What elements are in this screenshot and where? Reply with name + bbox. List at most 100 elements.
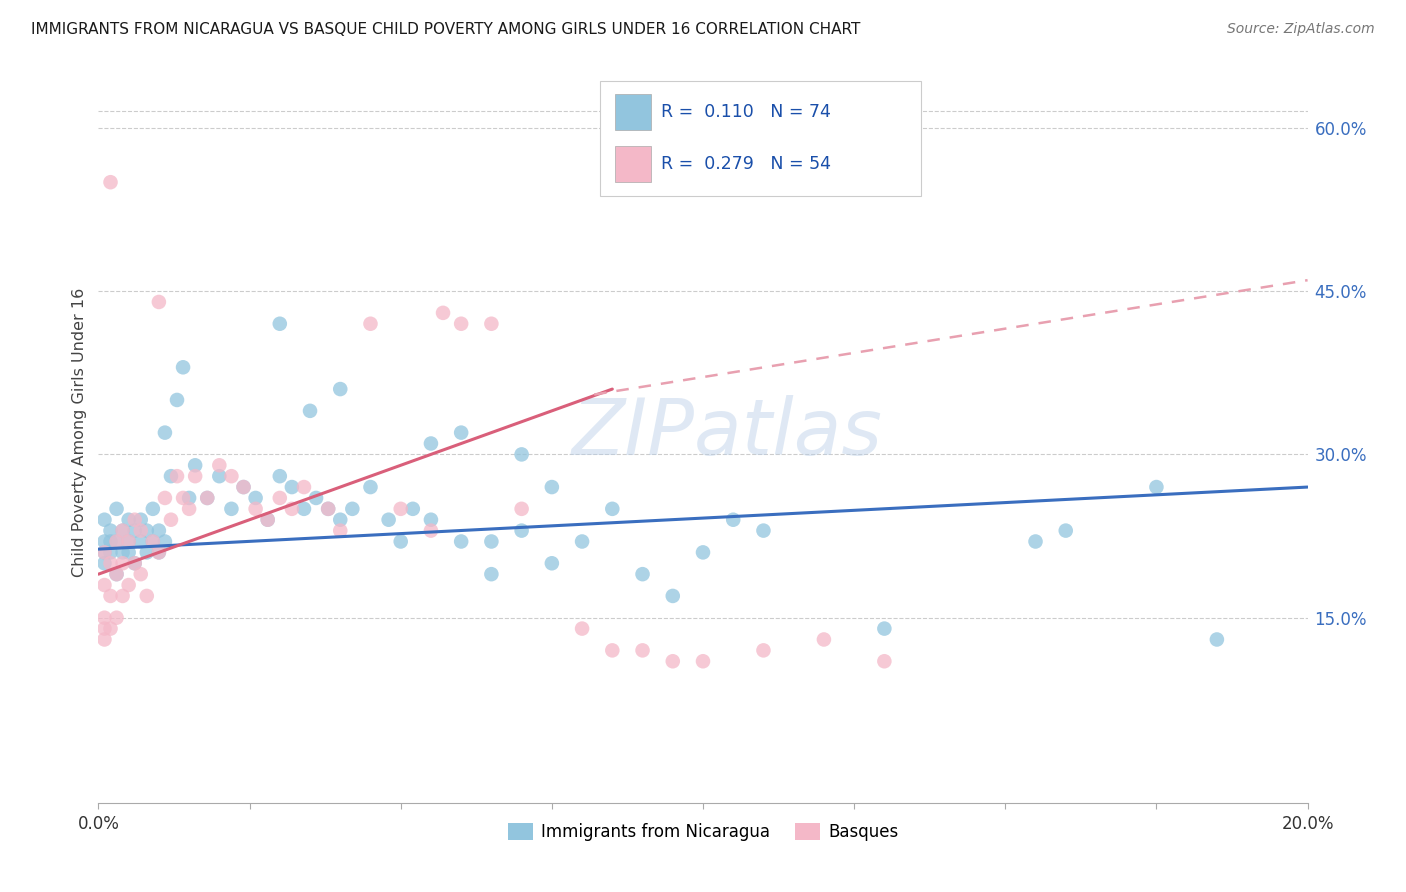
Point [510, 447, 533, 461]
Point [118, 534, 141, 549]
Point [100, 524, 122, 538]
Y-axis label: Child Poverty Among Girls Under 16: Child Poverty Among Girls Under 16 [72, 288, 87, 577]
Point [329, 513, 352, 527]
FancyBboxPatch shape [614, 146, 651, 182]
Point [105, 501, 128, 516]
Point [221, 469, 243, 483]
Point [1206, 632, 1229, 647]
Point [93, 578, 115, 592]
Text: IMMIGRANTS FROM NICARAGUA VS BASQUE CHILD POVERTY AMONG GIRLS UNDER 16 CORRELATI: IMMIGRANTS FROM NICARAGUA VS BASQUE CHIL… [31, 22, 860, 37]
Point [179, 501, 201, 516]
Point [148, 545, 170, 559]
Point [481, 534, 503, 549]
Point [305, 491, 328, 505]
Point [100, 534, 122, 549]
Point [1144, 480, 1167, 494]
Point [432, 306, 454, 320]
Point [723, 513, 745, 527]
FancyBboxPatch shape [600, 81, 921, 195]
Point [124, 513, 146, 527]
Point [118, 578, 141, 592]
Point [510, 501, 533, 516]
Point [93, 611, 115, 625]
Point [1054, 524, 1077, 538]
Point [111, 545, 134, 559]
Point [93, 556, 115, 570]
Point [329, 382, 352, 396]
Point [184, 469, 207, 483]
Point [420, 524, 443, 538]
Point [292, 480, 315, 494]
Point [631, 643, 654, 657]
Legend: Immigrants from Nicaragua, Basques: Immigrants from Nicaragua, Basques [501, 816, 905, 847]
Point [111, 589, 134, 603]
Point [540, 480, 562, 494]
Point [420, 513, 443, 527]
Point [571, 534, 593, 549]
Point [256, 513, 278, 527]
Point [148, 524, 170, 538]
Point [269, 469, 291, 483]
Point [316, 501, 339, 516]
Point [118, 513, 141, 527]
Point [1024, 534, 1046, 549]
Point [752, 524, 775, 538]
Point [692, 545, 714, 559]
Text: R =  0.279   N = 54: R = 0.279 N = 54 [661, 155, 831, 173]
Point [166, 469, 188, 483]
Point [316, 501, 339, 516]
Point [450, 425, 472, 440]
Point [571, 622, 593, 636]
Point [245, 501, 267, 516]
Point [661, 589, 683, 603]
Point [873, 654, 896, 668]
Point [450, 534, 472, 549]
Point [420, 436, 443, 450]
Point [111, 524, 134, 538]
FancyBboxPatch shape [614, 95, 651, 130]
Point [105, 534, 128, 549]
Point [692, 654, 714, 668]
Point [602, 501, 624, 516]
Point [118, 545, 141, 559]
Point [208, 458, 231, 473]
Point [124, 556, 146, 570]
Point [752, 643, 775, 657]
Point [402, 501, 425, 516]
Point [813, 632, 835, 647]
Point [481, 567, 503, 582]
Point [232, 480, 254, 494]
Point [100, 589, 122, 603]
Point [873, 622, 896, 636]
Point [100, 622, 122, 636]
Point [360, 480, 382, 494]
Point [256, 513, 278, 527]
Point [93, 534, 115, 549]
Point [135, 524, 157, 538]
Point [93, 622, 115, 636]
Point [281, 480, 304, 494]
Point [481, 317, 503, 331]
Point [208, 469, 231, 483]
Point [105, 534, 128, 549]
Point [129, 567, 152, 582]
Point [124, 524, 146, 538]
Point [100, 545, 122, 559]
Point [360, 317, 382, 331]
Point [142, 534, 165, 549]
Point [160, 513, 183, 527]
Point [329, 524, 352, 538]
Point [172, 491, 194, 505]
Point [100, 175, 122, 189]
Point [299, 404, 322, 418]
Point [661, 654, 683, 668]
Point [631, 567, 654, 582]
Point [281, 501, 304, 516]
Point [540, 556, 562, 570]
Point [111, 524, 134, 538]
Point [135, 589, 157, 603]
Point [342, 501, 364, 516]
Point [377, 513, 399, 527]
Point [292, 501, 315, 516]
Point [93, 545, 115, 559]
